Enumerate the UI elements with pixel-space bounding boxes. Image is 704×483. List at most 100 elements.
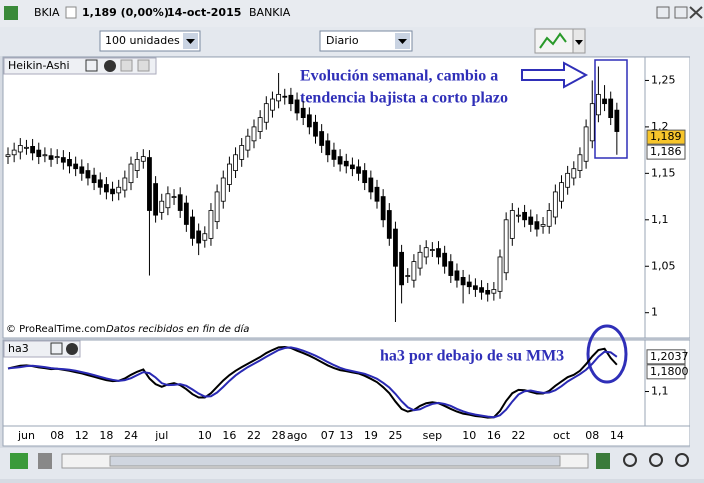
scroll-thumb[interactable] — [109, 455, 561, 467]
candle-body — [503, 219, 509, 274]
candle-body — [48, 155, 54, 160]
panel-icon[interactable] — [50, 342, 63, 355]
candle-body — [331, 149, 337, 160]
candle-body — [399, 251, 405, 286]
x-tick-label: 28 — [272, 429, 286, 442]
candle-body — [546, 210, 552, 227]
candle-body — [356, 166, 361, 174]
close[interactable] — [689, 6, 703, 19]
maximize[interactable] — [674, 6, 688, 19]
panel-icon[interactable] — [137, 59, 150, 72]
price-axis — [644, 56, 691, 339]
candle-body — [60, 157, 66, 163]
candle-body — [325, 140, 331, 156]
panel-close[interactable] — [66, 343, 78, 355]
candle-body — [349, 164, 355, 170]
candle-body — [226, 163, 232, 185]
candle-body — [436, 248, 441, 258]
x-tick-label: 22 — [511, 429, 525, 442]
x-tick-label: oct — [553, 429, 571, 442]
candle-body — [159, 200, 165, 213]
price-marker-label: 1,189 — [650, 130, 682, 143]
tool-icon[interactable] — [596, 453, 610, 469]
candle-body — [270, 98, 275, 111]
candle-body — [534, 221, 540, 230]
period-select[interactable] — [319, 30, 413, 52]
candle-body — [239, 145, 245, 160]
candle-body — [263, 103, 269, 123]
source: © ProRealTime.com — [6, 324, 106, 335]
candle-body — [97, 179, 103, 188]
candle-body — [11, 149, 17, 156]
candle-body — [552, 191, 558, 218]
minimize[interactable] — [656, 6, 670, 19]
candle-body — [183, 202, 189, 225]
panel-header — [3, 340, 81, 358]
candle-body — [54, 156, 60, 159]
candle-body — [454, 270, 460, 281]
candle-body — [343, 160, 349, 167]
candle-body — [571, 168, 577, 179]
candle-body — [608, 98, 614, 119]
checkbox[interactable] — [65, 6, 77, 19]
candle-body — [110, 188, 115, 195]
candle-body — [30, 146, 36, 154]
y-tick-label: 1,1 — [651, 385, 669, 398]
panel-icon[interactable] — [85, 59, 98, 72]
candle-body — [368, 177, 374, 193]
x-tick-label: 10 — [198, 429, 212, 442]
company: BANKIA — [249, 6, 291, 19]
zoom-in[interactable] — [675, 453, 689, 467]
price-marker-label: 1,1800 — [650, 365, 689, 378]
y-tick-label: 1,15 — [651, 166, 676, 179]
candle-body — [128, 163, 134, 184]
title-bar — [0, 0, 704, 27]
candle-body — [423, 247, 429, 258]
quantity-select[interactable] — [99, 30, 201, 52]
dropdown-arrow — [398, 39, 407, 44]
candle-body — [386, 210, 392, 239]
panel-title: ha3 — [8, 342, 29, 355]
candle-body — [116, 186, 122, 194]
candle-body — [276, 93, 282, 102]
candle-body — [171, 196, 177, 198]
candle-body — [306, 114, 312, 128]
annotation: Evolución semanal, cambio a — [300, 68, 498, 85]
candle-body — [190, 216, 195, 239]
candle-body — [153, 183, 159, 216]
zoom-icon[interactable] — [623, 453, 637, 467]
highlight-box — [594, 59, 628, 159]
candle-body — [177, 194, 183, 211]
x-tick-label: 08 — [585, 429, 599, 442]
zoom-out[interactable] — [649, 453, 663, 467]
candle-body — [245, 135, 251, 151]
candle-body — [337, 156, 343, 165]
panel-icon[interactable] — [120, 59, 133, 72]
panel-close[interactable] — [104, 60, 116, 72]
candle-body — [589, 103, 595, 142]
candle-body — [165, 193, 171, 209]
candle-body — [147, 157, 152, 211]
x-tick-label: jun — [17, 429, 35, 442]
date: 14-oct-2015 — [167, 6, 241, 19]
candle-body — [602, 98, 607, 105]
highlight-ellipse — [586, 324, 628, 384]
candle-body — [196, 230, 202, 244]
window-buttons — [656, 6, 703, 19]
candle-body — [460, 276, 466, 286]
candle-body — [497, 256, 503, 292]
candle-body — [140, 156, 146, 162]
tool-icon[interactable] — [38, 453, 52, 469]
candle-body — [559, 182, 564, 202]
candle-body — [374, 186, 380, 202]
symbol: BKIA — [34, 6, 60, 19]
candle-body — [516, 214, 521, 217]
annotation: tendencia bajista a corto plazo — [300, 90, 508, 107]
price-marker — [646, 349, 686, 365]
candle-body — [596, 93, 601, 116]
candle-body — [614, 109, 620, 132]
candle-body — [313, 121, 318, 137]
tool-icon[interactable] — [10, 453, 28, 469]
